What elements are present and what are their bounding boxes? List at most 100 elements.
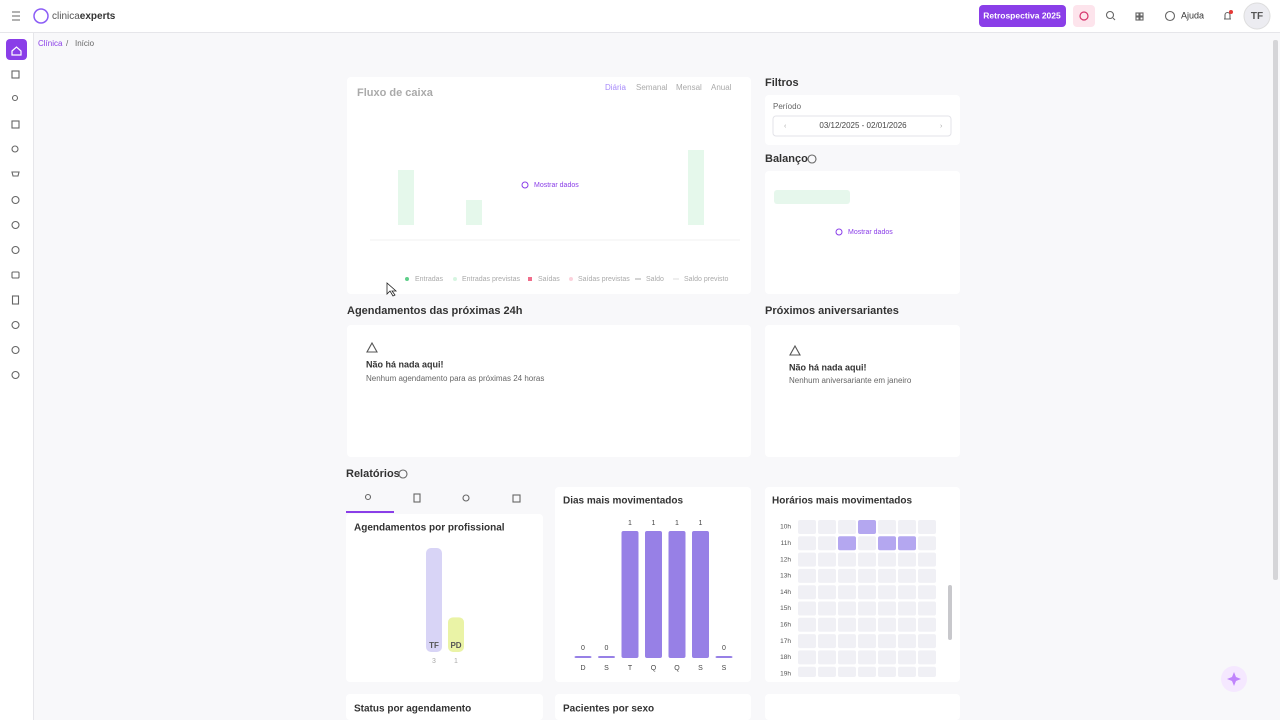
heat-cell (898, 634, 916, 649)
appointments-card (347, 325, 751, 457)
value-label: 0 (581, 645, 585, 652)
heat-cell (878, 552, 896, 567)
heat-cell (838, 585, 856, 600)
retro-button[interactable] (979, 5, 1066, 27)
heat-cell (798, 552, 816, 567)
heat-cell (858, 666, 876, 677)
legend-label: Saldo (646, 276, 664, 283)
bar-label: PD (450, 641, 461, 650)
heat-cell (818, 568, 836, 583)
bar (448, 617, 464, 652)
next[interactable]: › (940, 123, 943, 130)
prev[interactable]: ‹ (784, 123, 787, 130)
heat-cell (898, 666, 916, 677)
report-tabs[interactable] (364, 493, 521, 503)
heat-cell (918, 520, 936, 534)
avatar-initials: TF (1251, 11, 1263, 22)
help-icon (1164, 10, 1176, 22)
legend-label: Saídas previstas (578, 276, 630, 283)
apps-button[interactable] (1135, 12, 1144, 21)
x-tick-label: Q (651, 665, 657, 672)
heat-cell (818, 617, 836, 632)
help-link[interactable]: Ajuda (1181, 10, 1204, 20)
heat-cell (858, 520, 876, 534)
home-icon (11, 46, 22, 56)
breadcrumb-current: Início (75, 39, 95, 48)
bar (645, 531, 662, 658)
value-label: 1 (699, 520, 703, 527)
heat-cell (798, 617, 816, 632)
empty-message: Nenhum agendamento para as próximas 24 h… (366, 374, 544, 383)
heat-cell (838, 617, 856, 632)
heat-cell (798, 634, 816, 649)
breadcrumb-sep: / (66, 39, 69, 48)
legend-label: Entradas (415, 276, 444, 283)
bar (692, 531, 709, 658)
chart-title: Dias mais movimentados (563, 496, 683, 507)
show-data[interactable]: Mostrar dados (848, 229, 893, 236)
birthdays-card (765, 325, 960, 457)
heat-cell (818, 634, 836, 649)
nav-icons[interactable] (11, 70, 20, 380)
chart-title: Agendamentos por profissional (354, 523, 505, 534)
whatsapp-icon (1079, 11, 1089, 21)
notifications-button[interactable] (1224, 11, 1231, 20)
tab[interactable]: Anual (711, 83, 732, 92)
heat-cell (898, 536, 916, 551)
heat-cell (898, 520, 916, 534)
card-title: Pacientes por sexo (563, 704, 654, 715)
sidebar (0, 33, 33, 720)
header (0, 0, 1280, 32)
heat-cell (858, 634, 876, 649)
whatsapp-button[interactable] (1073, 5, 1095, 27)
breadcrumb-link[interactable]: Clínica (38, 39, 63, 48)
nav-home[interactable] (6, 39, 27, 60)
chart-title: Horários mais movimentados (772, 496, 912, 507)
heat-cell (918, 650, 936, 665)
value-label: 1 (628, 520, 632, 527)
value-label: 0 (605, 645, 609, 652)
heat-cell (818, 650, 836, 665)
y-tick-label: 16h (780, 622, 791, 629)
info-icon (807, 154, 817, 164)
legend-label: Saldo previsto (684, 276, 728, 283)
search-button[interactable] (1105, 10, 1116, 21)
value-label: 1 (675, 520, 679, 527)
heat-cell (858, 585, 876, 600)
heat-cell (918, 617, 936, 632)
heat-cell (818, 666, 836, 677)
page-scrollbar (1273, 40, 1278, 580)
show-data[interactable]: Mostrar dados (534, 182, 579, 189)
heat-cell (838, 634, 856, 649)
section-title: Relatórios (346, 468, 400, 480)
bar (426, 548, 442, 652)
tab[interactable]: Diária (605, 83, 626, 92)
heat-cell (858, 552, 876, 567)
x-tick-label: T (628, 665, 633, 672)
value-label: 0 (722, 645, 726, 652)
heat-cell (898, 568, 916, 583)
brand-a: clinica (52, 11, 80, 22)
y-tick-label: 14h (780, 589, 791, 596)
period-picker[interactable] (772, 115, 952, 137)
heat-cell (838, 568, 856, 583)
tab[interactable]: Semanal (636, 83, 668, 92)
y-tick-label: 19h (780, 670, 791, 677)
bar (668, 531, 686, 658)
heat-cell (798, 520, 816, 534)
heat-cell (838, 520, 856, 534)
heat-cell (918, 601, 936, 616)
heat-cell (878, 568, 896, 583)
heat-cell (918, 666, 936, 677)
heat-cell (918, 585, 936, 600)
tab[interactable]: Mensal (676, 83, 702, 92)
section-title: Agendamentos das próximas 24h (347, 305, 523, 317)
eye-icon (521, 181, 529, 189)
menu-button[interactable] (12, 11, 20, 21)
notification-dot (1229, 10, 1233, 14)
avatar[interactable] (1243, 2, 1271, 30)
heat-cell (858, 617, 876, 632)
warning-icon (789, 344, 801, 356)
report-card (346, 694, 543, 720)
legend-dot (569, 277, 573, 281)
